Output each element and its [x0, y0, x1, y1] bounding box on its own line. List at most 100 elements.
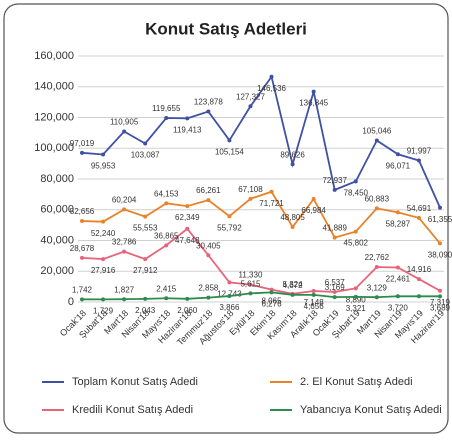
- y-tick-label: 40,000: [40, 234, 74, 246]
- data-point: [311, 289, 316, 294]
- data-point: [395, 210, 400, 215]
- data-point: [101, 219, 106, 224]
- data-point: [80, 150, 84, 155]
- data-label: 3,689: [430, 303, 451, 312]
- data-label: 72,937: [322, 176, 347, 185]
- data-label: 41,889: [322, 224, 347, 233]
- data-point: [311, 89, 316, 94]
- data-point: [353, 286, 358, 291]
- data-point: [374, 295, 379, 300]
- data-label: 78,450: [344, 188, 369, 197]
- data-label: 2,415: [156, 284, 177, 293]
- data-point: [438, 294, 442, 299]
- data-point: [332, 289, 337, 294]
- data-point: [227, 280, 232, 285]
- data-label: 3,720: [388, 303, 409, 312]
- data-label: 45,802: [344, 239, 369, 248]
- data-label: 11,330: [239, 271, 263, 280]
- data-point: [332, 187, 337, 192]
- data-point: [206, 295, 211, 300]
- y-tick-label: 100,000: [34, 142, 74, 154]
- legend-label: Toplam Konut Satış Adedi: [72, 376, 198, 388]
- data-point: [227, 138, 232, 143]
- data-label: 4,656: [304, 302, 325, 311]
- data-label: 55,553: [133, 224, 158, 233]
- series-line: [81, 190, 441, 245]
- data-label: 3,866: [219, 303, 240, 312]
- y-tick-label: 160,000: [34, 50, 74, 62]
- data-point: [353, 179, 358, 184]
- data-point: [438, 205, 442, 210]
- data-point: [353, 229, 358, 234]
- data-point: [438, 241, 442, 246]
- data-label: 58,287: [386, 219, 411, 228]
- data-label: 36,865: [154, 231, 179, 240]
- data-label: 96,071: [386, 161, 411, 170]
- data-label: 27,912: [133, 266, 158, 275]
- frame: [3, 3, 449, 434]
- data-point: [416, 215, 421, 220]
- data-point: [416, 277, 421, 282]
- data-label: 28,678: [70, 244, 95, 253]
- data-label: 2,858: [198, 284, 219, 293]
- data-point: [395, 152, 400, 157]
- data-label: 8,065: [262, 297, 283, 306]
- data-label: 105,154: [215, 147, 244, 156]
- data-label: 32,786: [112, 238, 137, 247]
- data-point: [269, 287, 274, 292]
- data-point: [80, 219, 84, 224]
- data-label: 89,626: [280, 150, 305, 159]
- data-point: [438, 288, 442, 293]
- data-label: 1,729: [93, 306, 114, 315]
- data-point: [395, 294, 400, 299]
- y-tick-label: 80,000: [40, 173, 74, 185]
- legend-label: Yabancıya Konut Satış Adedi: [300, 404, 442, 416]
- data-label: 22,762: [365, 253, 390, 262]
- data-label: 103,087: [131, 151, 160, 160]
- data-label: 5,615: [240, 279, 261, 288]
- data-label: 6,537: [325, 278, 346, 287]
- data-label: 55,792: [217, 223, 242, 232]
- y-tick-label: 20,000: [40, 265, 74, 277]
- data-label: 67,108: [238, 185, 263, 194]
- data-label: 54,691: [407, 204, 432, 213]
- series-line: [81, 74, 441, 209]
- data-label: 95,953: [91, 162, 116, 171]
- data-point: [290, 224, 295, 229]
- data-label: 47,648: [175, 236, 200, 245]
- data-point: [416, 294, 421, 299]
- data-label: 2,060: [177, 306, 198, 315]
- data-point: [122, 207, 127, 212]
- data-label: 12,743: [217, 290, 242, 299]
- data-label: 66,261: [196, 186, 221, 195]
- data-label: 61,355: [428, 215, 452, 224]
- data-point: [185, 226, 190, 231]
- data-label: 38,090: [428, 251, 452, 260]
- legend-label: Kredili Konut Satış Adedi: [72, 404, 193, 416]
- data-point: [227, 294, 232, 299]
- data-label: 123,878: [194, 98, 223, 107]
- data-label: 64,153: [154, 189, 179, 198]
- data-label: 52,656: [70, 207, 95, 216]
- data-label: 60,883: [365, 195, 390, 204]
- data-point: [206, 198, 211, 203]
- data-point: [206, 109, 211, 114]
- data-point: [374, 206, 379, 211]
- data-label: 119,655: [152, 104, 181, 113]
- data-label: 146,536: [257, 84, 286, 93]
- data-point: [164, 116, 169, 121]
- data-point: [311, 292, 316, 297]
- data-label: 27,916: [91, 266, 116, 275]
- series-line: [81, 227, 441, 295]
- data-label: 91,997: [407, 147, 432, 156]
- data-point: [164, 243, 169, 248]
- data-point: [122, 129, 127, 134]
- data-point: [311, 197, 316, 202]
- y-tick-label: 140,000: [34, 81, 74, 93]
- data-point: [227, 214, 232, 219]
- data-point: [269, 290, 274, 295]
- y-tick-label: 120,000: [34, 111, 74, 123]
- data-point: [101, 257, 106, 262]
